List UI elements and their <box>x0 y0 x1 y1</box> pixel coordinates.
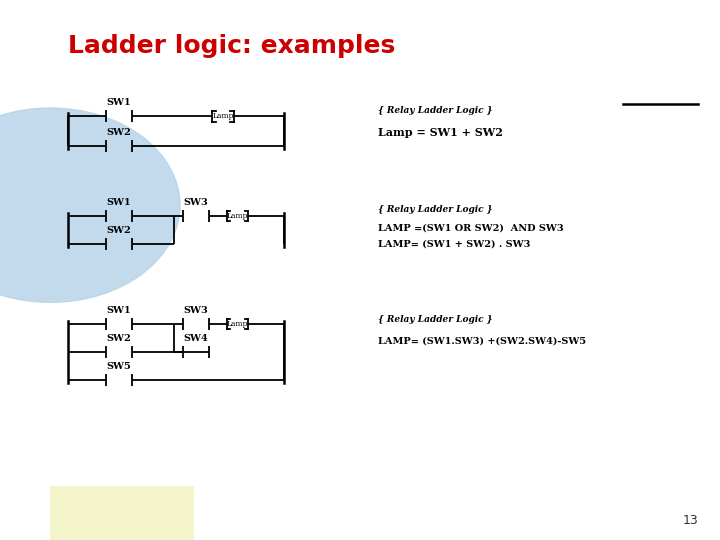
Text: Lamp: Lamp <box>227 320 248 328</box>
Text: Lamp: Lamp <box>227 212 248 220</box>
Circle shape <box>0 108 180 302</box>
Text: SW1: SW1 <box>107 198 131 207</box>
Text: 13: 13 <box>683 514 698 526</box>
Text: { Relay Ladder Logic }: { Relay Ladder Logic } <box>378 205 492 214</box>
Text: SW2: SW2 <box>107 226 131 235</box>
Text: SW1: SW1 <box>107 306 131 315</box>
Text: SW3: SW3 <box>184 198 208 207</box>
Text: SW3: SW3 <box>184 306 208 315</box>
Text: Lamp = SW1 + SW2: Lamp = SW1 + SW2 <box>378 127 503 138</box>
Text: SW1: SW1 <box>107 98 131 107</box>
Text: SW2: SW2 <box>107 127 131 137</box>
Text: Lamp: Lamp <box>212 112 234 120</box>
Text: LAMP =(SW1 OR SW2)  AND SW3: LAMP =(SW1 OR SW2) AND SW3 <box>378 224 564 232</box>
Bar <box>50 486 194 540</box>
Text: { Relay Ladder Logic }: { Relay Ladder Logic } <box>378 106 492 115</box>
Text: LAMP= (SW1.SW3) +(SW2.SW4)-SW5: LAMP= (SW1.SW3) +(SW2.SW4)-SW5 <box>378 337 586 346</box>
Text: SW5: SW5 <box>107 362 131 371</box>
Text: LAMP= (SW1 + SW2) . SW3: LAMP= (SW1 + SW2) . SW3 <box>378 240 531 248</box>
Text: SW4: SW4 <box>184 334 208 343</box>
Text: SW2: SW2 <box>107 334 131 343</box>
Text: Ladder logic: examples: Ladder logic: examples <box>68 34 396 58</box>
Text: { Relay Ladder Logic }: { Relay Ladder Logic } <box>378 315 492 324</box>
